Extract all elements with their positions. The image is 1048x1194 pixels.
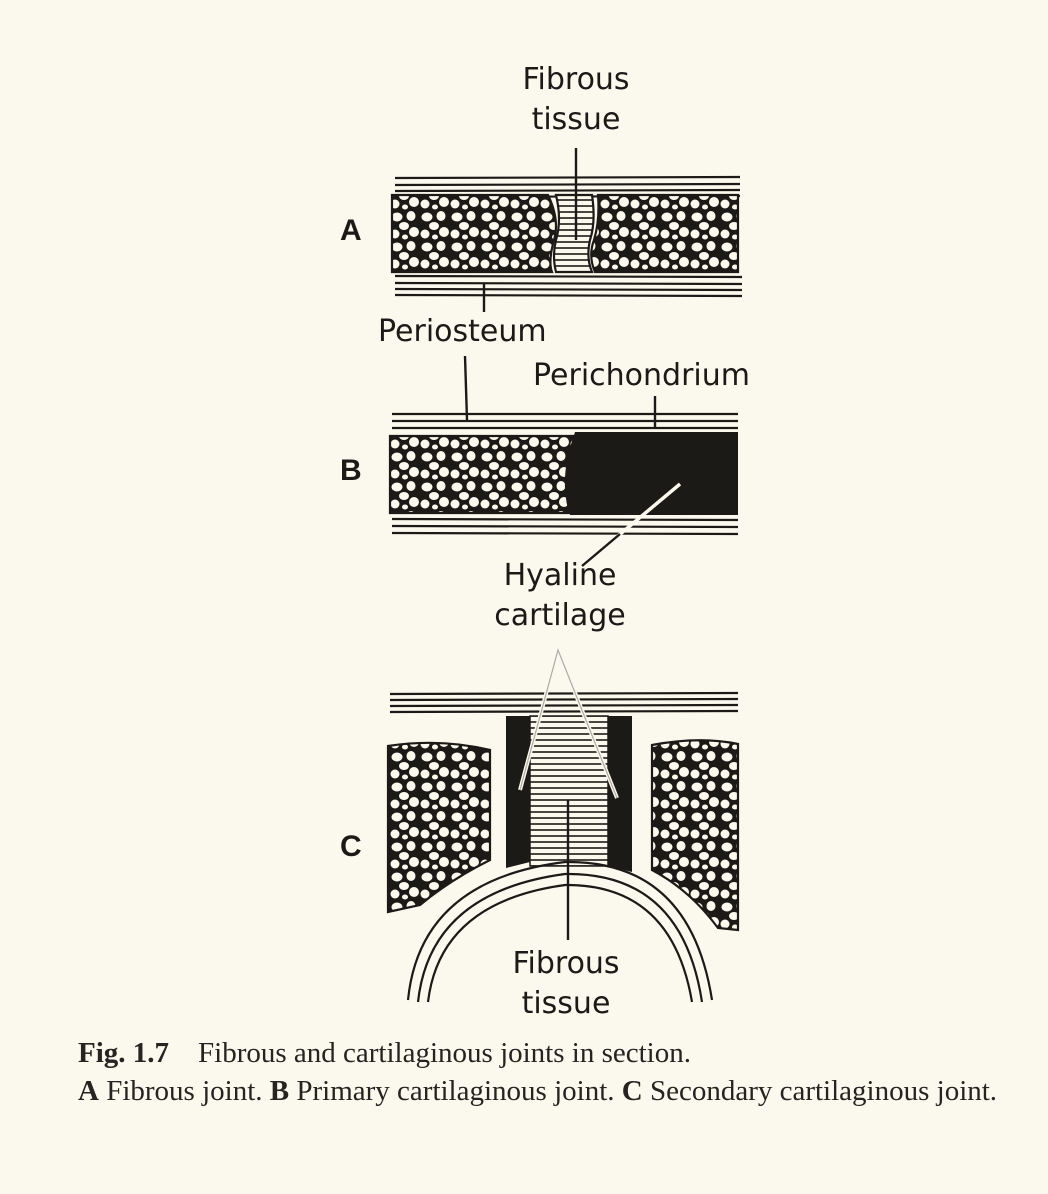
label-fibrous-tissue-top: Fibrous tissue	[496, 60, 656, 140]
label-fibrous-tissue-bottom-line1: Fibrous	[512, 946, 620, 981]
panel-b-drawing	[391, 412, 739, 536]
panel-c-arch	[406, 860, 714, 1003]
label-hyaline-cartilage: Hyaline cartilage	[480, 556, 640, 636]
label-perichondrium: Perichondrium	[533, 358, 750, 393]
label-hyaline-cartilage-line2: cartilage	[494, 598, 626, 633]
panel-a-right-bone	[590, 193, 740, 274]
panel-label-a: A	[340, 214, 362, 247]
panel-label-b: B	[340, 454, 362, 487]
label-hyaline-cartilage-line1: Hyaline	[503, 558, 617, 593]
panel-b-hyaline-cartilage	[566, 432, 738, 515]
leader-periosteum-b	[463, 355, 469, 421]
label-fibrous-tissue-bottom-line2: tissue	[521, 986, 611, 1021]
label-periosteum: Periosteum	[378, 314, 547, 349]
caption-b-key: B	[269, 1075, 290, 1107]
panel-c-drawing	[389, 691, 739, 714]
figure-caption: Fig. 1.7 Fibrous and cartilaginous joint…	[78, 1034, 1028, 1110]
caption-a-text: Fibrous joint.	[106, 1075, 263, 1107]
panel-a-left-bone	[390, 193, 558, 274]
caption-a-key: A	[78, 1075, 99, 1107]
panel-c-left-bone	[386, 741, 492, 914]
label-fibrous-tissue-top-line1: Fibrous	[522, 62, 630, 97]
caption-fig-number: Fig. 1.7	[78, 1037, 170, 1069]
label-fibrous-tissue-top-line2: tissue	[531, 102, 621, 137]
caption-c-text: Secondary cartilaginous joint.	[649, 1075, 998, 1107]
panel-label-c: C	[340, 830, 362, 863]
joint-diagram	[386, 148, 743, 1003]
panel-a-fibrous-tissue	[552, 193, 595, 274]
panel-c-right-cartilage	[608, 716, 632, 872]
caption-title: Fibrous and cartilaginous joints in sect…	[198, 1037, 691, 1069]
leader-hyaline-cartilage-c	[518, 643, 619, 799]
panel-b-bone	[388, 434, 577, 515]
panel-c-left-cartilage	[506, 716, 530, 868]
caption-b-text: Primary cartilaginous joint.	[296, 1075, 615, 1107]
label-fibrous-tissue-bottom: Fibrous tissue	[486, 944, 646, 1024]
caption-c-key: C	[621, 1075, 643, 1107]
panel-c-right-bone	[650, 739, 740, 932]
